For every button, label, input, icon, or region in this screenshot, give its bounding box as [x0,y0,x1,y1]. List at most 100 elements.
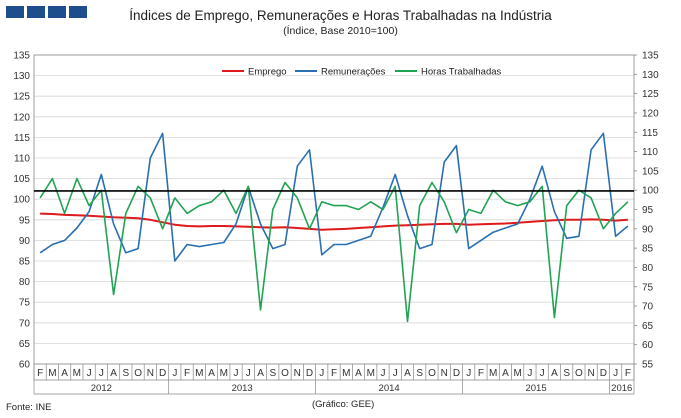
month-tick-label: J [540,368,545,379]
chart-subtitle: (Índice, Base 2010=100) [283,25,398,37]
month-tick-label: M [367,368,375,379]
year-label: 2014 [379,383,400,394]
y-right-tick-label: 65 [642,321,654,332]
month-tick-label: A [257,368,264,379]
month-tick-label: A [551,368,558,379]
month-tick-label: D [453,368,460,379]
y-right-tick-label: 60 [642,340,654,351]
y-right-tick-label: 125 [642,89,659,100]
logo-block [27,6,45,18]
month-tick-label: M [220,368,228,379]
month-tick-label: M [73,368,81,379]
y-left-tick-label: 70 [19,318,31,329]
month-tick-label: J [527,368,532,379]
month-tick-label: M [195,368,203,379]
month-tick-label: M [342,368,350,379]
month-tick-label: O [281,368,289,379]
month-tick-label: J [246,368,251,379]
month-tick-label: F [478,368,484,379]
y-right-tick-label: 130 [642,70,659,81]
month-tick-label: F [331,368,337,379]
month-tick-label: J [99,368,104,379]
year-label: 2013 [232,383,253,394]
month-tick-label: A [404,368,411,379]
logo-block [6,6,24,18]
month-tick-label: M [489,368,497,379]
y-left-tick-label: 65 [19,339,31,350]
legend-label: Remunerações [321,67,386,78]
series-line-horas-trabalhadas [39,177,629,323]
series-line-emprego [40,212,628,231]
y-right-tick-label: 135 [642,51,659,62]
logo-block [48,6,66,18]
y-left-tick-label: 125 [13,92,30,103]
y-left-tick-label: 110 [14,154,30,165]
month-tick-label: S [416,368,423,379]
month-tick-label: M [514,368,522,379]
month-tick-label: N [441,368,448,379]
y-left-tick-label: 105 [13,174,30,185]
month-tick-label: D [600,368,607,379]
source-note: Fonte: INE [6,402,52,413]
y-left-tick-label: 75 [19,298,31,309]
month-tick-label: A [502,368,509,379]
month-tick-label: F [184,368,190,379]
month-tick-label: A [110,368,117,379]
month-tick-label: A [61,368,68,379]
month-tick-label: S [269,368,276,379]
y-left-tick-label: 120 [13,112,30,123]
month-tick-label: D [306,368,313,379]
year-label: 2015 [525,383,546,394]
series-line-remuneracoes [39,132,629,262]
y-right-tick-label: 55 [642,360,654,371]
chart-credit: (Gráfico: GEE) [312,399,375,410]
month-tick-label: J [393,368,398,379]
month-tick-label: N [588,368,595,379]
y-right-tick-label: 85 [642,244,654,255]
month-tick-label: J [466,368,471,379]
y-left-tick-label: 115 [14,133,30,144]
y-left-tick-label: 80 [19,277,31,288]
y-right-tick-label: 95 [642,205,654,216]
y-left-tick-label: 85 [19,257,31,268]
y-left-tick-label: 130 [13,71,30,82]
year-label: 2012 [91,383,112,394]
year-label: 2016 [611,383,632,394]
y-right-tick-label: 90 [642,224,654,235]
month-tick-label: A [355,368,362,379]
y-right-tick-label: 105 [642,166,659,177]
month-tick-label: S [123,368,130,379]
month-tick-label: M [48,368,56,379]
month-tick-label: O [428,368,436,379]
y-right-tick-label: 75 [642,282,654,293]
month-tick-label: N [147,368,154,379]
month-tick-label: J [172,368,177,379]
y-left-tick-label: 135 [13,51,30,62]
month-tick-label: F [37,368,43,379]
y-right-tick-label: 100 [642,186,659,197]
y-right-tick-label: 110 [642,147,658,158]
month-tick-label: D [159,368,166,379]
month-tick-label: O [575,368,583,379]
y-left-tick-label: 100 [13,195,30,206]
y-right-tick-label: 120 [642,108,659,119]
y-right-tick-label: 70 [642,302,654,313]
month-tick-label: O [134,368,142,379]
month-tick-label: J [87,368,92,379]
month-tick-label: J [234,368,239,379]
y-left-tick-label: 90 [19,236,31,247]
logo [6,6,87,18]
month-tick-label: F [625,368,631,379]
plot-frame [33,54,635,365]
y-left-tick-label: 95 [19,215,31,226]
month-tick-label: A [208,368,215,379]
y-right-tick-label: 115 [642,128,658,139]
logo-block [69,6,87,18]
y-left-tick-label: 60 [19,360,31,371]
month-tick-label: J [380,368,385,379]
month-tick-label: S [563,368,570,379]
y-right-tick-label: 80 [642,263,654,274]
chart-title: Índices de Emprego, Remunerações e Horas… [129,8,552,23]
legend-label: Emprego [248,67,287,78]
